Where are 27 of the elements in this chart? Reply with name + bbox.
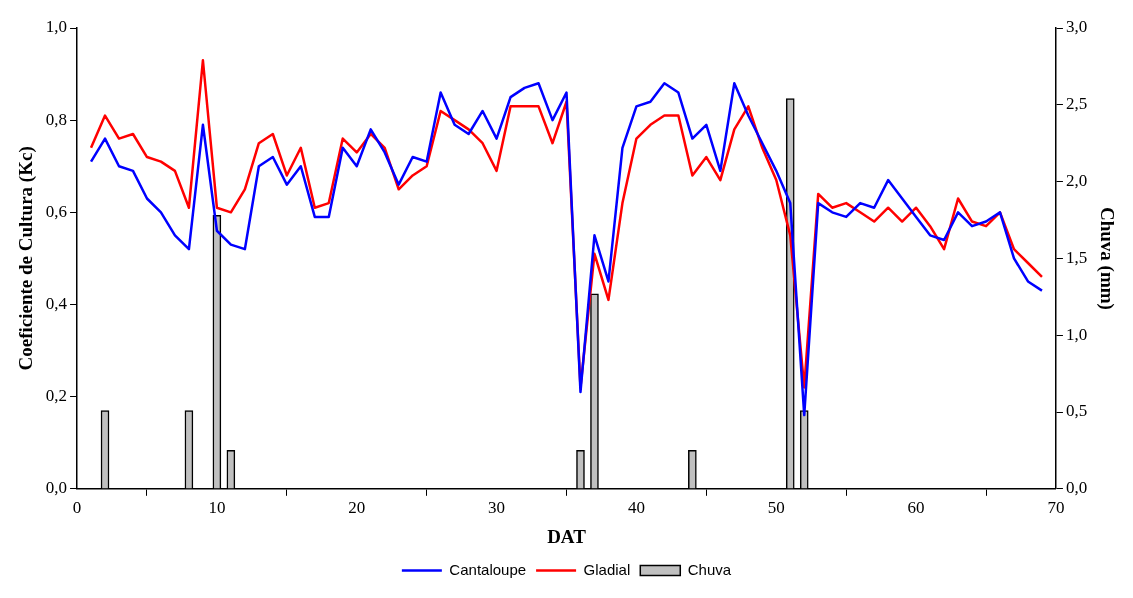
y2-tick-label: 1,0 — [1065, 324, 1088, 344]
x-tick-label: 10 — [208, 498, 226, 518]
y2-tick-label: 0,5 — [1065, 401, 1088, 421]
x-tick-label: 40 — [627, 498, 645, 518]
y-tick-label: 0,0 — [45, 478, 68, 498]
y2-tick-label: 1,5 — [1065, 247, 1088, 267]
y2-tick-label: 2,0 — [1065, 171, 1088, 191]
x-tick-label: 20 — [348, 498, 366, 518]
x-tick-label: 0 — [72, 498, 82, 518]
y-tick-label: 0,6 — [45, 201, 68, 221]
y-axis-title: Coeficiente de Cultura (Kc) — [15, 146, 38, 371]
legend-label: Gladial — [583, 560, 631, 578]
y-tick-label: 0,4 — [45, 293, 68, 313]
legend-label: Cantaloupe — [449, 560, 527, 578]
x-tick-label: 50 — [767, 498, 785, 518]
x-tick-label: 30 — [488, 498, 506, 518]
y2-tick-label: 3,0 — [1065, 17, 1088, 37]
legend-label: Chuva — [687, 560, 732, 578]
y2-tick-label: 0,0 — [1065, 478, 1088, 498]
y2-axis-title: Chuva (mm) — [1095, 206, 1118, 310]
x-tick-label: 60 — [907, 498, 925, 518]
x-tick-label: 70 — [1047, 498, 1065, 518]
y-tick-label: 1,0 — [45, 17, 68, 37]
x-axis-title: DAT — [547, 525, 587, 547]
y-tick-label: 0,2 — [45, 386, 68, 406]
y2-tick-label: 2,5 — [1065, 94, 1088, 114]
y-tick-label: 0,8 — [45, 109, 68, 129]
